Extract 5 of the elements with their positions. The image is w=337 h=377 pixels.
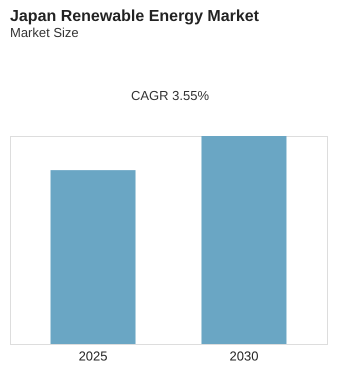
chart-subtitle: Market Size bbox=[10, 25, 79, 40]
text: CAGR 3.55% bbox=[130, 88, 210, 103]
x-tick-label: 2030 bbox=[230, 348, 258, 364]
x-tick-label: 2025 bbox=[78, 348, 108, 364]
chart-title: Japan Renewable Energy Market bbox=[10, 8, 260, 25]
